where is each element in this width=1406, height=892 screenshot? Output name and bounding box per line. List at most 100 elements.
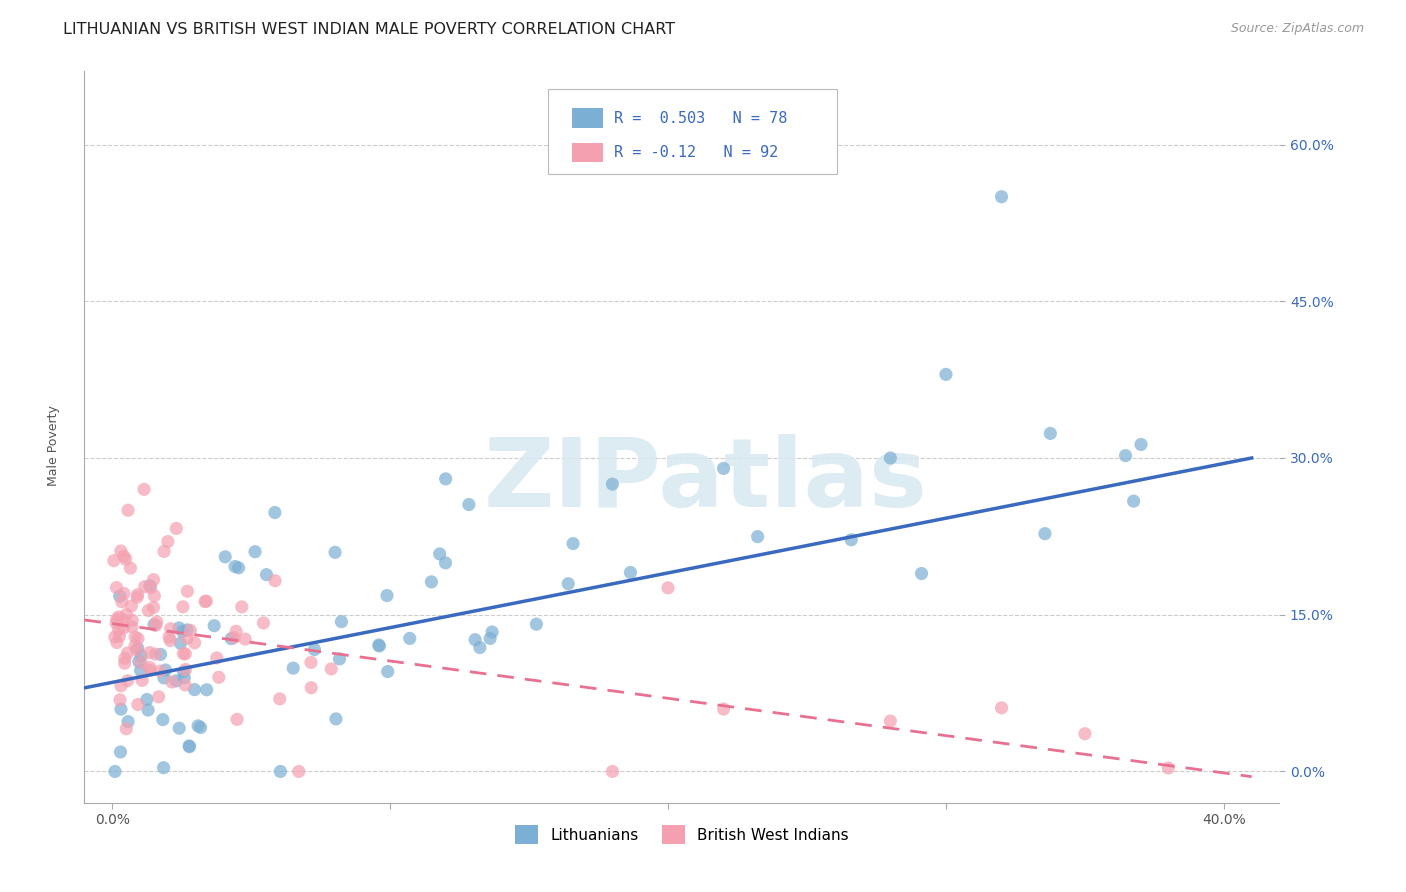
Point bbox=[110, 544, 132, 558]
Point bbox=[224, 559, 246, 574]
Point bbox=[165, 521, 187, 535]
Point bbox=[602, 477, 624, 491]
Point bbox=[145, 647, 167, 661]
Point bbox=[107, 610, 129, 624]
Point bbox=[152, 761, 174, 775]
Point bbox=[208, 670, 231, 684]
Point bbox=[143, 617, 166, 632]
Point bbox=[187, 719, 209, 733]
Point bbox=[225, 624, 247, 639]
Point bbox=[526, 617, 548, 632]
Point bbox=[323, 545, 346, 559]
Point bbox=[114, 552, 136, 566]
Point bbox=[129, 664, 152, 678]
Point bbox=[169, 636, 191, 650]
Point bbox=[110, 745, 132, 759]
Point bbox=[112, 613, 135, 627]
Point bbox=[879, 714, 901, 728]
Point bbox=[135, 692, 157, 706]
Point bbox=[990, 701, 1012, 715]
Text: R =  0.503   N = 78: R = 0.503 N = 78 bbox=[614, 111, 787, 126]
Point bbox=[132, 483, 155, 497]
Point bbox=[713, 702, 735, 716]
Text: ZIPatlas: ZIPatlas bbox=[484, 434, 928, 527]
Point bbox=[172, 624, 194, 639]
Point bbox=[288, 764, 311, 779]
Text: R = -0.12   N = 92: R = -0.12 N = 92 bbox=[614, 145, 779, 160]
Point bbox=[173, 671, 195, 685]
Point bbox=[127, 591, 149, 605]
Point bbox=[879, 450, 901, 465]
Point bbox=[157, 630, 180, 644]
Point bbox=[1157, 761, 1180, 775]
Point bbox=[1115, 449, 1137, 463]
Point bbox=[117, 714, 139, 729]
Point bbox=[183, 682, 205, 697]
Point bbox=[149, 664, 172, 678]
Point bbox=[136, 703, 159, 717]
Point bbox=[839, 533, 862, 547]
Point bbox=[111, 595, 134, 609]
Point bbox=[174, 678, 197, 692]
Point bbox=[143, 589, 166, 603]
Point bbox=[131, 673, 153, 688]
Point bbox=[375, 589, 398, 603]
Point bbox=[1122, 494, 1144, 508]
Point bbox=[152, 713, 174, 727]
Point bbox=[481, 625, 503, 640]
Point bbox=[108, 693, 131, 707]
Point bbox=[153, 671, 176, 685]
Point bbox=[105, 612, 128, 626]
Point bbox=[398, 632, 420, 646]
Point bbox=[153, 544, 176, 558]
Point bbox=[269, 764, 291, 779]
Point bbox=[264, 574, 287, 588]
Point bbox=[160, 675, 183, 690]
Point bbox=[114, 656, 136, 670]
Point bbox=[105, 581, 128, 595]
Point bbox=[602, 764, 624, 779]
Point bbox=[110, 702, 132, 716]
Point bbox=[321, 662, 343, 676]
Point bbox=[457, 498, 479, 512]
Point bbox=[367, 638, 389, 652]
Point bbox=[434, 472, 457, 486]
Point bbox=[557, 576, 579, 591]
Point bbox=[910, 566, 932, 581]
Point bbox=[138, 603, 160, 617]
Point bbox=[139, 579, 162, 593]
Point bbox=[179, 739, 201, 753]
Point bbox=[176, 623, 198, 637]
Point bbox=[464, 632, 486, 647]
Point bbox=[108, 629, 131, 643]
Point bbox=[299, 656, 322, 670]
Point bbox=[172, 647, 194, 661]
Point bbox=[129, 656, 152, 670]
Point bbox=[429, 547, 451, 561]
Point bbox=[107, 623, 129, 637]
Point bbox=[103, 554, 125, 568]
Point bbox=[183, 636, 205, 650]
Point bbox=[129, 648, 152, 663]
Point bbox=[117, 673, 139, 688]
Point bbox=[330, 615, 353, 629]
Point bbox=[139, 663, 162, 677]
Text: Male Poverty: Male Poverty bbox=[46, 406, 60, 486]
Point bbox=[747, 530, 769, 544]
Point bbox=[115, 607, 138, 622]
Point bbox=[243, 545, 266, 559]
Point bbox=[159, 622, 181, 636]
Point bbox=[104, 764, 127, 779]
Point bbox=[121, 613, 143, 627]
Point bbox=[149, 648, 172, 662]
Point bbox=[127, 641, 149, 656]
Point bbox=[125, 643, 148, 657]
Point bbox=[127, 698, 149, 712]
Point bbox=[114, 651, 136, 665]
Point bbox=[619, 566, 641, 580]
Point bbox=[110, 679, 132, 693]
Point bbox=[713, 461, 735, 475]
Point bbox=[167, 721, 190, 735]
Point bbox=[105, 635, 128, 649]
Point bbox=[657, 581, 679, 595]
